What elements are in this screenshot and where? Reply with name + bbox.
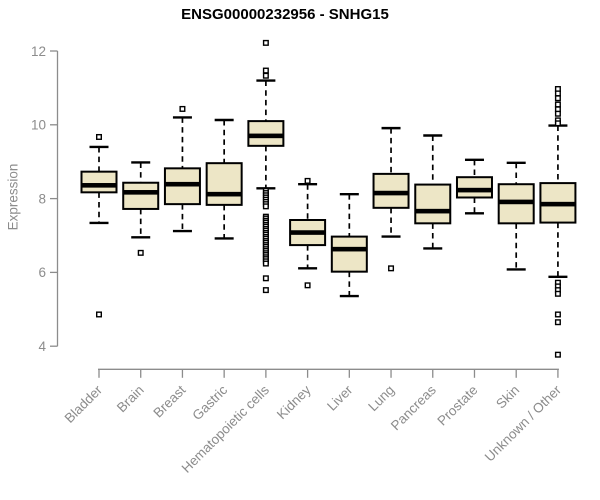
x-axis-tick-label: Liver <box>324 382 356 414</box>
median-line <box>290 230 326 235</box>
boxplot-group-pancreas <box>414 134 452 250</box>
outlier-point <box>95 311 102 318</box>
x-axis-tick-label: Brain <box>114 382 147 415</box>
outlier-point <box>262 260 269 267</box>
outlier-point <box>262 275 269 282</box>
box-rect <box>330 235 368 273</box>
outlier-point <box>95 133 102 140</box>
x-axis-tick-label: Lung <box>365 382 397 414</box>
outlier-point <box>388 265 395 272</box>
box-rect <box>414 183 452 225</box>
median-line <box>456 187 492 193</box>
median-line <box>415 208 451 214</box>
outlier-point <box>554 95 561 102</box>
outlier-point <box>262 287 269 294</box>
x-axis-tick-label: Kidney <box>274 382 314 422</box>
median-line <box>540 201 576 207</box>
outlier-point <box>554 319 561 326</box>
x-axis-tick-label: Gastric <box>189 382 230 423</box>
boxplot-group-skin <box>497 161 535 271</box>
x-axis-tick-label: Unknown / Other <box>482 382 565 465</box>
outlier-point <box>304 177 311 184</box>
x-axis-tick-label: Prostate <box>434 382 480 428</box>
box-rect <box>247 120 285 147</box>
outlier-point <box>262 67 269 74</box>
box-rect <box>122 181 160 210</box>
outlier-point <box>554 110 561 117</box>
outlier-point <box>304 282 311 289</box>
median-line <box>164 181 200 187</box>
median-line <box>498 199 534 205</box>
boxplot-group-lung <box>372 126 410 272</box>
boxplot-group-bladder <box>80 133 118 318</box>
chart-title: ENSG00000232956 - SNHG15 <box>181 6 389 23</box>
x-axis-tick-label: Skin <box>493 382 522 411</box>
x-axis-tick-label: Pancreas <box>388 382 439 433</box>
boxplot-group-hematopoietic-cells <box>247 39 285 294</box>
boxplot-group-breast <box>163 105 201 233</box>
outlier-point <box>137 249 144 256</box>
box-rect <box>205 162 243 206</box>
y-axis-tick-label: 4 <box>38 339 46 354</box>
median-line <box>123 190 159 195</box>
outlier-point <box>262 203 269 210</box>
x-axis-tick-label: Bladder <box>62 382 106 426</box>
boxplot-group-prostate <box>455 158 493 215</box>
boxplot-group-unknown-other <box>539 86 577 358</box>
boxplot-group-kidney <box>289 177 327 289</box>
outlier-point <box>554 290 561 297</box>
median-line <box>81 183 117 188</box>
boxplot-group-gastric <box>205 118 243 240</box>
outlier-point <box>554 101 561 108</box>
y-axis-tick-label: 8 <box>38 191 46 206</box>
median-line <box>248 133 284 139</box>
outlier-point <box>262 72 269 79</box>
outlier-point <box>554 311 561 318</box>
median-line <box>373 190 409 196</box>
outlier-point <box>554 90 561 97</box>
box-rect <box>80 170 118 194</box>
outlier-point <box>554 351 561 358</box>
outlier-point <box>179 105 186 112</box>
boxplot-group-liver <box>330 192 368 298</box>
outlier-point <box>554 120 561 127</box>
y-axis-tick-label: 6 <box>38 265 46 280</box>
median-line <box>331 246 367 252</box>
x-axis-tick-label: Breast <box>150 382 188 420</box>
median-line <box>206 191 242 197</box>
y-axis-tick-label: 10 <box>31 118 46 133</box>
box-rect <box>455 176 493 199</box>
y-axis-tick-label: 12 <box>31 44 46 59</box>
outlier-point <box>262 39 269 46</box>
boxplot-group-brain <box>122 161 160 256</box>
